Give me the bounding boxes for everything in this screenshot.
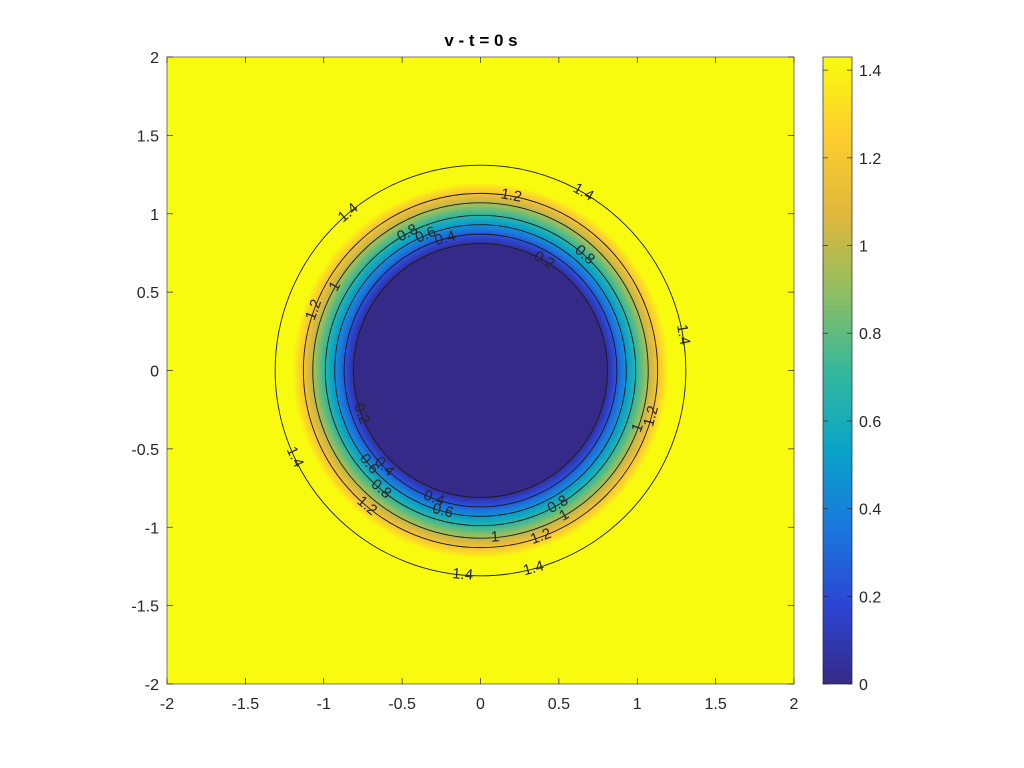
contour-1-2 [302, 192, 659, 549]
contour-label: 0.6 [413, 223, 439, 247]
colorbar-tick-label: 0.4 [859, 502, 881, 519]
y-axis: 2 1.5 1 0.5 0 -0.5 -1 -1.5 -2 [131, 50, 794, 694]
field-gradient [292, 182, 669, 559]
x-tick-label: -0.5 [388, 696, 416, 713]
x-tick-label: 0.5 [548, 696, 570, 713]
contour-label: 0.6 [431, 500, 456, 522]
x-axis: -2 -1.5 -1 -0.5 0 0.5 1 1.5 2 [160, 57, 799, 713]
colorbar-tick-label: 1.4 [859, 63, 881, 80]
x-tick-label: 1 [633, 696, 642, 713]
chart-title: v - t = 0 s [444, 31, 517, 50]
contour-0-8 [324, 214, 637, 527]
x-tick-label: 1.5 [705, 696, 727, 713]
contour-label: 1 [490, 528, 500, 546]
x-tick-label: -1.5 [232, 696, 260, 713]
y-tick-label: -2 [145, 677, 159, 694]
y-tick-label: -0.5 [131, 442, 159, 459]
contour-label: 1.2 [528, 525, 553, 548]
plot-area [166, 56, 795, 685]
contour-0-4 [343, 233, 618, 508]
colorbar-tick-label: 0.6 [859, 414, 881, 431]
y-tick-label: 0.5 [137, 285, 159, 302]
contour-label: 0.4 [433, 227, 458, 249]
x-tick-label: -1 [317, 696, 331, 713]
colorbar-tick-label: 0 [859, 677, 868, 694]
colorbar-tick-label: 0.2 [859, 589, 881, 606]
colorbar-tick-label: 1 [859, 239, 868, 256]
y-tick-label: -1.5 [131, 599, 159, 616]
y-tick-label: 1.5 [137, 128, 159, 145]
x-tick-label: 2 [790, 696, 799, 713]
contour-label: 1.4 [452, 565, 474, 584]
contour-1-4 [274, 164, 687, 577]
colorbar: 1.4 1.2 1 0.8 0.6 0.4 0.2 0 [822, 56, 881, 694]
contour-label: 1.2 [640, 404, 662, 429]
contour-label: 1.4 [521, 557, 546, 579]
contour-label: 1.4 [673, 323, 693, 346]
contour-0-2 [353, 243, 608, 498]
contour-label: 1.2 [500, 185, 523, 205]
contour-lines [274, 164, 687, 577]
contour-label: 0.2 [350, 401, 373, 426]
contour-0-6 [334, 224, 627, 517]
contour-1 [312, 202, 649, 539]
contour-label: 0.4 [421, 487, 446, 510]
colorbar-tick-label: 1.2 [859, 151, 881, 168]
y-tick-label: 0 [150, 364, 159, 381]
y-tick-label: 2 [150, 50, 159, 67]
colorbar-tick-label: 0.8 [859, 326, 881, 343]
colorbar-bar [822, 56, 853, 685]
contour-label: 1.2 [302, 297, 325, 322]
y-tick-label: -1 [145, 520, 159, 537]
x-tick-label: -2 [160, 696, 174, 713]
y-tick-label: 1 [150, 207, 159, 224]
x-tick-label: 0 [476, 696, 485, 713]
